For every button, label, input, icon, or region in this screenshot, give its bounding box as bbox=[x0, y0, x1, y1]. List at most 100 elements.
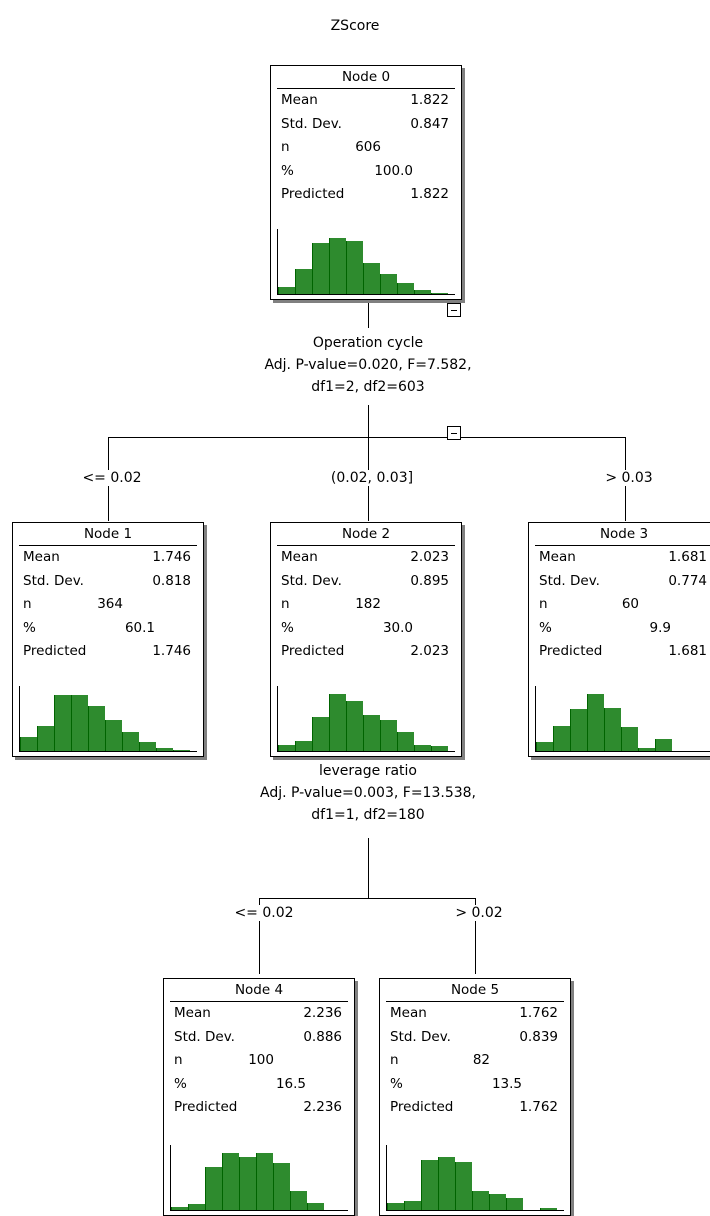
stat-label: n bbox=[23, 596, 32, 612]
stat-label: % bbox=[281, 162, 294, 179]
stat-label: Mean bbox=[23, 549, 60, 565]
stat-value: 0.774 bbox=[668, 572, 707, 589]
histogram-bar bbox=[472, 1191, 489, 1210]
histogram-bar bbox=[295, 269, 312, 294]
node-title: Node 4 bbox=[170, 979, 348, 1002]
stat-label: Mean bbox=[539, 549, 576, 565]
histogram-bar bbox=[222, 1153, 239, 1210]
stat-label: Std. Dev. bbox=[23, 572, 84, 589]
stat-value: 60.1 bbox=[124, 619, 155, 636]
stat-label: Predicted bbox=[281, 186, 345, 202]
stat-row-n: n 182 bbox=[271, 593, 461, 617]
stat-value: 1.822 bbox=[410, 186, 449, 202]
histogram bbox=[19, 686, 197, 752]
collapse-node-2-button[interactable] bbox=[447, 426, 461, 440]
node-5[interactable]: Node 5 Mean 1.762 Std. Dev. 0.839 n 82% 13.5 Pre… bbox=[379, 978, 571, 1216]
histogram-bar bbox=[404, 1201, 421, 1210]
histogram-bar bbox=[205, 1167, 222, 1210]
connector bbox=[368, 838, 369, 898]
stat-value: 1.746 bbox=[152, 549, 191, 565]
histogram-bar bbox=[621, 727, 638, 751]
stat-label: n bbox=[281, 139, 290, 155]
branch-label: (0.02, 0.03] bbox=[303, 470, 441, 486]
stat-row-mean: Mean 1.681 bbox=[529, 546, 710, 570]
histogram-bar bbox=[587, 694, 604, 751]
stat-row-pct: % 13.5 bbox=[380, 1073, 570, 1097]
histogram bbox=[535, 686, 710, 752]
stat-value: 2.236 bbox=[303, 1099, 342, 1115]
histogram-bar bbox=[295, 741, 312, 751]
split-df: df1=2, df2=603 bbox=[311, 379, 425, 395]
stat-row-pct: % 16.5 bbox=[164, 1073, 354, 1097]
stat-label: Std. Dev. bbox=[281, 115, 342, 132]
node-4[interactable]: Node 4 Mean 2.236 Std. Dev. 0.886 n 100% 16.5 Pr… bbox=[163, 978, 355, 1216]
stat-row-mean: Mean 1.822 bbox=[271, 89, 461, 113]
stat-label: n bbox=[390, 1052, 399, 1068]
node-1[interactable]: Node 1 Mean 1.746 Std. Dev. 0.818 n 364% 60.1 Pr… bbox=[12, 522, 204, 757]
stat-row-n: n 60 bbox=[529, 593, 710, 617]
histogram-bar bbox=[312, 717, 329, 751]
stat-label: Mean bbox=[174, 1005, 211, 1021]
stat-label: n bbox=[539, 596, 548, 612]
histogram-bar bbox=[307, 1203, 324, 1210]
histogram-bar bbox=[273, 1163, 290, 1210]
stat-value: 0.818 bbox=[152, 572, 191, 589]
stat-row-n: n 82 bbox=[380, 1049, 570, 1073]
collapse-node-0-button[interactable] bbox=[447, 303, 461, 317]
stat-row-sd: Std. Dev. 0.895 bbox=[271, 570, 461, 594]
branch-label: <= 0.02 bbox=[210, 905, 318, 921]
connector bbox=[368, 426, 369, 456]
stat-row-n: n 100 bbox=[164, 1049, 354, 1073]
split-label: leverage ratio Adj. P-value=0.003, F=13.… bbox=[218, 760, 518, 826]
histogram-bar bbox=[239, 1157, 256, 1210]
histogram-bar bbox=[489, 1194, 506, 1210]
stat-label: Mean bbox=[390, 1005, 427, 1021]
histogram-bar bbox=[173, 750, 190, 751]
node-title: Node 2 bbox=[277, 523, 455, 546]
stat-row-pred: Predicted 1.822 bbox=[271, 183, 461, 207]
stat-row-sd: Std. Dev. 0.839 bbox=[380, 1026, 570, 1050]
histogram-bar bbox=[329, 694, 346, 751]
histogram-bar bbox=[54, 695, 71, 751]
node-0[interactable]: Node 0 Mean 1.822 Std. Dev. 0.847 n 606% 100.0 P… bbox=[270, 65, 462, 300]
stat-value: 1.762 bbox=[519, 1099, 558, 1115]
connector bbox=[259, 898, 260, 974]
stat-label: % bbox=[281, 619, 294, 636]
stat-row-pct: % 60.1 bbox=[13, 617, 203, 641]
histogram-bar bbox=[156, 748, 173, 751]
branch-label: > 0.02 bbox=[425, 905, 533, 921]
histogram-bar bbox=[363, 715, 380, 751]
stat-row-pred: Predicted 1.762 bbox=[380, 1096, 570, 1120]
histogram-bar bbox=[171, 1207, 188, 1210]
stat-row-mean: Mean 1.762 bbox=[380, 1002, 570, 1026]
stat-row-pred: Predicted 2.236 bbox=[164, 1096, 354, 1120]
stat-row-pred: Predicted 1.681 bbox=[529, 640, 710, 664]
stat-label: % bbox=[23, 619, 36, 636]
stat-value: 1.762 bbox=[519, 1005, 558, 1021]
connector bbox=[368, 405, 369, 437]
stat-value: 0.839 bbox=[519, 1028, 558, 1045]
stat-label: n bbox=[174, 1052, 183, 1068]
histogram-bar bbox=[638, 748, 655, 751]
histogram-bar bbox=[431, 293, 448, 294]
node-title: Node 5 bbox=[386, 979, 564, 1002]
stat-value: 2.023 bbox=[410, 643, 449, 659]
node-title: Node 1 bbox=[19, 523, 197, 546]
histogram-bar bbox=[290, 1191, 307, 1210]
histogram-bar bbox=[346, 701, 363, 751]
stat-value: 0.847 bbox=[410, 115, 449, 132]
node-3[interactable]: Node 3 Mean 1.681 Std. Dev. 0.774 n 60% 9.9 Pred… bbox=[528, 522, 710, 757]
stat-value: 182 bbox=[355, 596, 381, 612]
stat-label: Mean bbox=[281, 92, 318, 108]
histogram-bar bbox=[655, 739, 672, 751]
stat-label: Predicted bbox=[390, 1099, 454, 1115]
stat-label: Std. Dev. bbox=[539, 572, 600, 589]
stat-label: Std. Dev. bbox=[281, 572, 342, 589]
stat-row-sd: Std. Dev. 0.774 bbox=[529, 570, 710, 594]
connector bbox=[108, 437, 625, 438]
histogram-bar bbox=[387, 1203, 404, 1210]
node-2[interactable]: Node 2 Mean 2.023 Std. Dev. 0.895 n 182% 30.0 Pr… bbox=[270, 522, 462, 757]
stat-row-mean: Mean 2.236 bbox=[164, 1002, 354, 1026]
histogram-bar bbox=[540, 1208, 557, 1210]
stat-value: 60 bbox=[621, 596, 639, 612]
